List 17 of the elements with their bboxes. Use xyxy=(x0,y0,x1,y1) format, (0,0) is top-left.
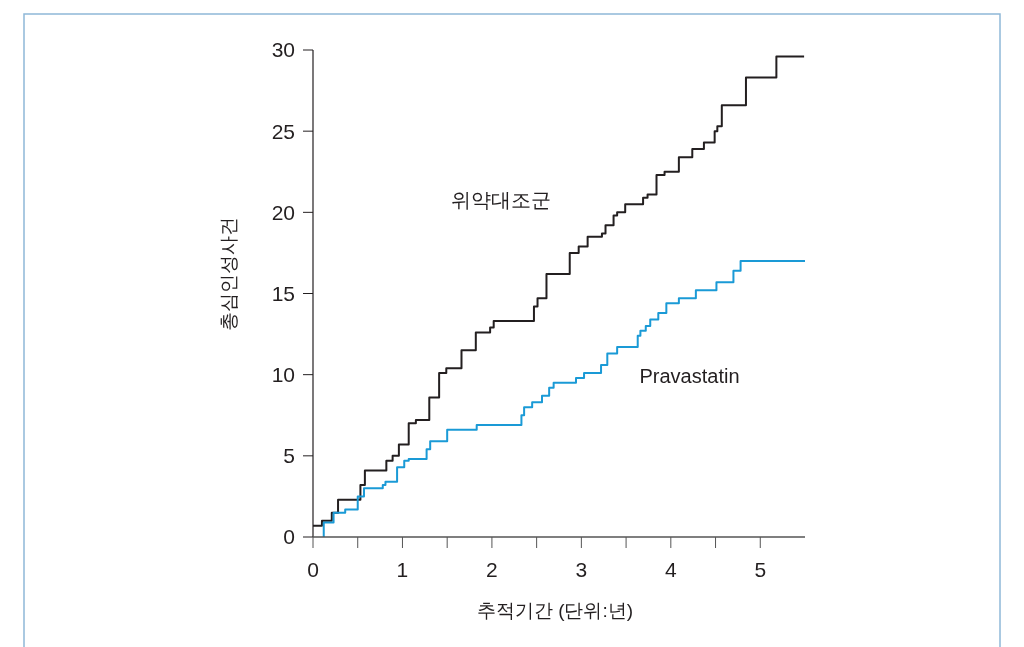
x-tick-label: 0 xyxy=(307,558,319,581)
text: 위약대조군 xyxy=(450,189,551,212)
y-tick-label: 0 xyxy=(283,525,295,549)
x-tick-label: 5 xyxy=(754,558,767,581)
y-tick-label: 5 xyxy=(283,444,295,468)
x-tick-label: 2 xyxy=(486,558,498,581)
y-axis-title: 총심인성사건 xyxy=(218,216,239,331)
x-tick-label: 1 xyxy=(396,558,409,581)
y-tick-label: 10 xyxy=(271,363,295,387)
x-tick-label: 3 xyxy=(575,558,588,581)
y-tick-label: 15 xyxy=(271,281,295,305)
y-tick-label: 20 xyxy=(271,200,295,224)
series-label: Pravastatin xyxy=(639,364,740,387)
y-tick-label: 25 xyxy=(271,119,295,143)
x-tick-label: 4 xyxy=(664,558,677,581)
x-axis-title: 추적기간 (단위:년) xyxy=(476,600,634,621)
y-tick-label: 30 xyxy=(271,38,295,62)
